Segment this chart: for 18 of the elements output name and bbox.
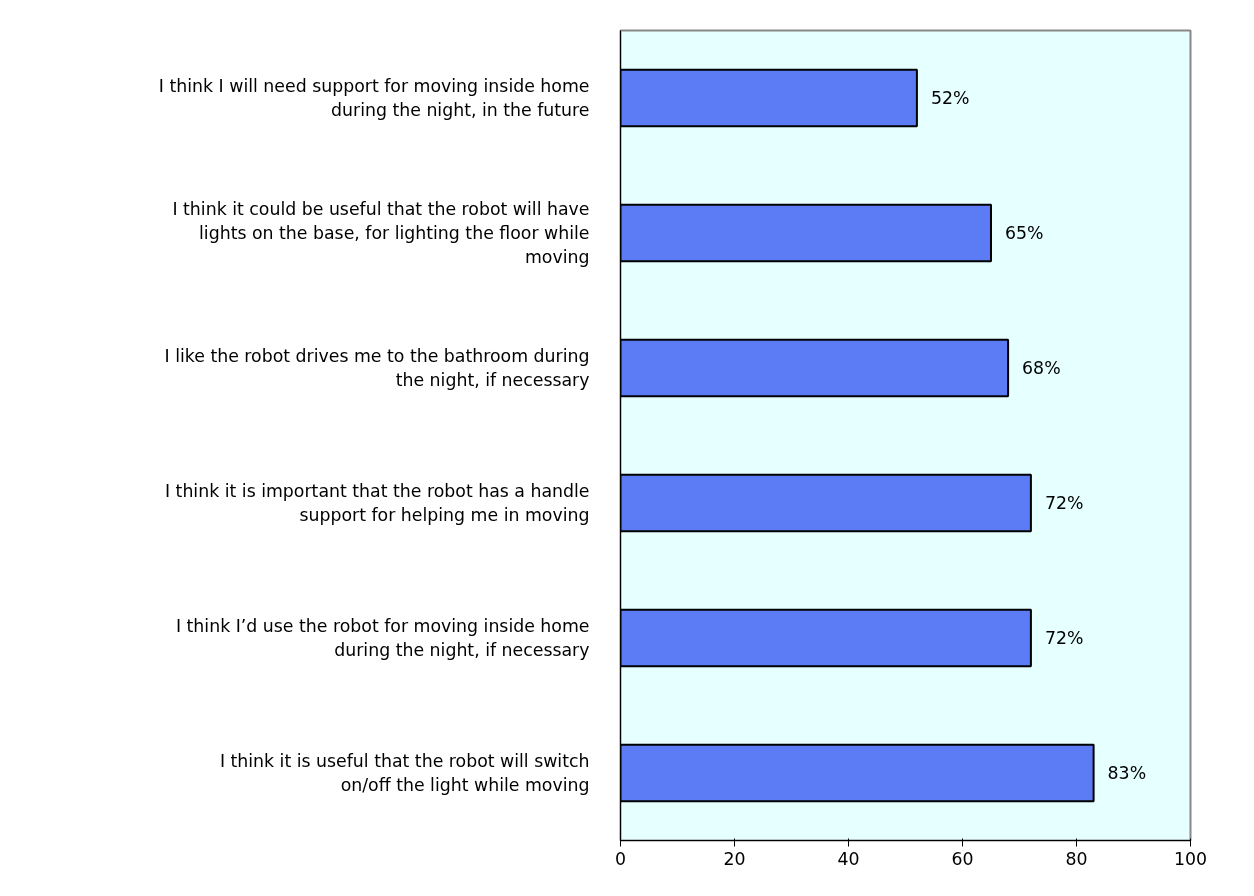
y-tick-label: I like the robot drives me to the bathroom during the night, if necessary [164,346,590,390]
data-label: 65% [1005,223,1044,243]
x-tick-label: 0 [614,848,627,869]
x-tick-label: 40 [837,848,860,869]
data-label: 68% [1022,358,1061,378]
data-label: 83% [1107,763,1147,783]
y-tick-label: I think it is important that the robot has a handle support for helping me in moving [164,481,590,525]
y-tick-label: I think I’d use the robot for moving inside home during the night, if necessary [175,616,590,660]
x-tick-label: 60 [951,848,974,869]
data-label: 72% [1044,628,1084,648]
x-tick-label: 100 [1173,848,1208,869]
x-tick-label: 80 [1065,848,1088,869]
y-tick-label: I think it could be useful that the robot will have lights on the base, for lighting the floor while moving [172,199,590,267]
data-label: 52% [930,88,970,108]
data-label: 72% [1044,493,1084,513]
y-tick-label: I think I will need support for moving inside home during the night, in the future [158,76,590,120]
y-tick-label: I think it is useful that the robot will switch on/off the light while moving [219,751,590,795]
x-tick-label: 20 [723,848,746,869]
